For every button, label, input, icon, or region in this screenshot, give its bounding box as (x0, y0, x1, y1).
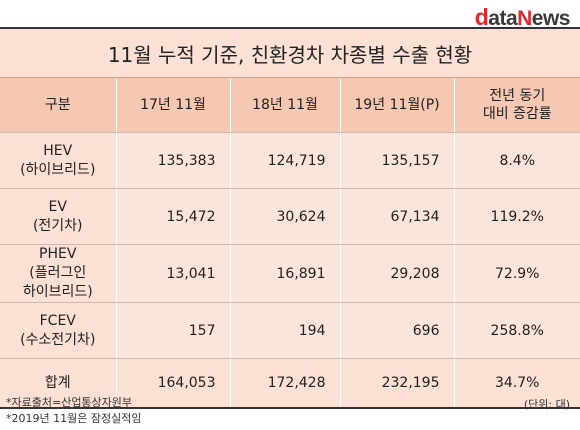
cell-2018: 194 (230, 302, 341, 359)
table-row: PHEV (플러그인 하이브리드) 13,041 16,891 29,208 72.… (0, 244, 580, 303)
cell-change: 119.2% (454, 188, 580, 245)
total-2019: 232,195 (340, 358, 455, 409)
logo-d: d (474, 4, 489, 30)
cell-change: 8.4% (454, 132, 580, 189)
total-2018: 172,428 (230, 358, 341, 409)
cell-2019: 67,134 (340, 188, 455, 245)
data-table: 구분 17년 11월 18년 11월 19년 11월(P) 전년 동기 대비 증감… (0, 78, 580, 409)
cell-2018: 30,624 (230, 188, 341, 245)
total-row: 합계 164,053 172,428 232,195 34.7% (0, 358, 580, 409)
logo-ews: ews (531, 7, 571, 30)
row-label: EV (전기차) (0, 188, 117, 245)
row-label: HEV (하이브리드) (0, 132, 117, 189)
logo-ata: ata (488, 7, 518, 30)
cell-2017: 15,472 (116, 188, 231, 245)
unit-label: (단위: 대) (523, 398, 570, 411)
total-change: 34.7% (454, 358, 580, 409)
header-2019: 19년 11월(P) (340, 78, 455, 133)
provisional-note: *2019년 11월은 잠정실적임 (6, 412, 142, 425)
datanews-logo: dataNews (474, 4, 571, 32)
table-row: HEV (하이브리드) 135,383 124,719 135,157 8.4% (0, 132, 580, 189)
total-2017: 164,053 (116, 358, 231, 409)
logo-n: N (517, 7, 532, 30)
cell-2017: 13,041 (116, 244, 231, 303)
cell-2019: 135,157 (340, 132, 455, 189)
header-row: 구분 17년 11월 18년 11월 19년 11월(P) 전년 동기 대비 증감… (0, 78, 580, 133)
header-change: 전년 동기 대비 증감률 (454, 78, 580, 133)
header-category: 구분 (0, 78, 117, 133)
row-label: FCEV (수소전기차) (0, 302, 117, 359)
cell-change: 258.8% (454, 302, 580, 359)
row-label: PHEV (플러그인 하이브리드) (0, 244, 117, 303)
cell-2019: 29,208 (340, 244, 455, 303)
table-row: FCEV (수소전기차) 157 194 696 258.8% (0, 302, 580, 359)
header-2017: 17년 11월 (116, 78, 231, 133)
export-table: 11월 누적 기준, 친환경차 차종별 수출 현황 구분 17년 11월 18년… (0, 27, 580, 409)
cell-2018: 16,891 (230, 244, 341, 303)
header-2018: 18년 11월 (230, 78, 341, 133)
cell-2018: 124,719 (230, 132, 341, 189)
cell-2019: 696 (340, 302, 455, 359)
cell-2017: 135,383 (116, 132, 231, 189)
table-title: 11월 누적 기준, 친환경차 차종별 수출 현황 (0, 27, 580, 78)
table-row: EV (전기차) 15,472 30,624 67,134 119.2% (0, 188, 580, 245)
source-note: *자료출처=산업통상자원부 (6, 396, 133, 409)
total-label: 합계 (0, 358, 117, 409)
cell-2017: 157 (116, 302, 231, 359)
cell-change: 72.9% (454, 244, 580, 303)
